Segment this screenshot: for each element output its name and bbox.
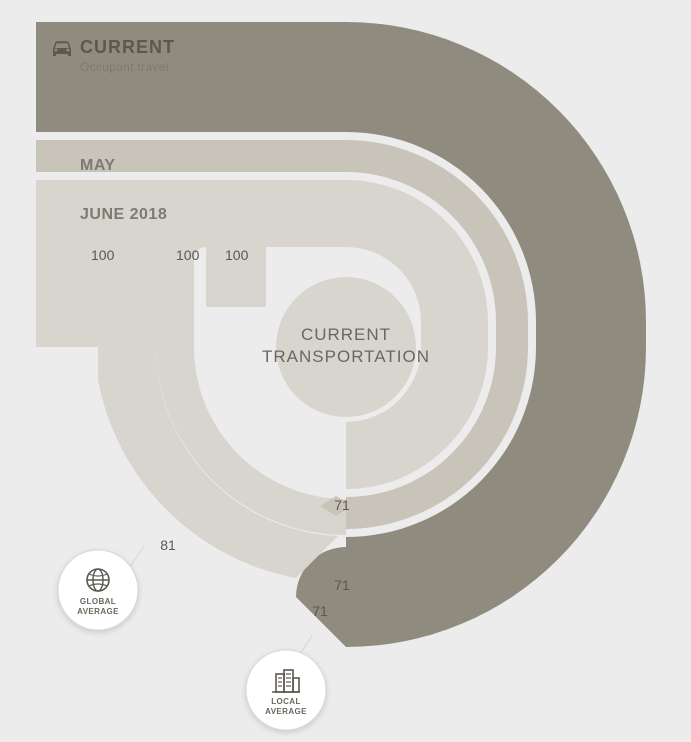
end-value-0: 71: [334, 497, 350, 513]
end-value-1: 71: [334, 577, 350, 593]
badge-local-line2: AVERAGE: [265, 707, 307, 716]
band-current-title: CURRENT: [80, 37, 175, 57]
center-label-2: TRANSPORTATION: [262, 347, 430, 366]
end-value-3: 81: [160, 537, 176, 553]
badge-local-line1: LOCAL: [271, 697, 301, 706]
badge-global: GLOBAL AVERAGE: [58, 546, 144, 630]
badge-local: LOCAL AVERAGE: [246, 636, 326, 730]
band-june: JUNE 2018: [36, 180, 488, 578]
band-june-title: JUNE 2018: [80, 206, 167, 223]
band-current-subtitle: Occupant travel: [80, 60, 169, 74]
center-label-1: CURRENT: [301, 325, 391, 344]
radial-chart: CURRENT Occupant travel MAY JUNE 2018 CU…: [36, 22, 656, 722]
band-may-title: MAY: [80, 157, 116, 174]
end-value-2: 71: [312, 603, 328, 619]
badge-global-line1: GLOBAL: [80, 597, 116, 606]
start-value-1: 100: [176, 247, 200, 263]
start-value-2: 100: [225, 247, 249, 263]
start-value-0: 100: [91, 247, 115, 263]
badge-global-line2: AVERAGE: [77, 607, 119, 616]
